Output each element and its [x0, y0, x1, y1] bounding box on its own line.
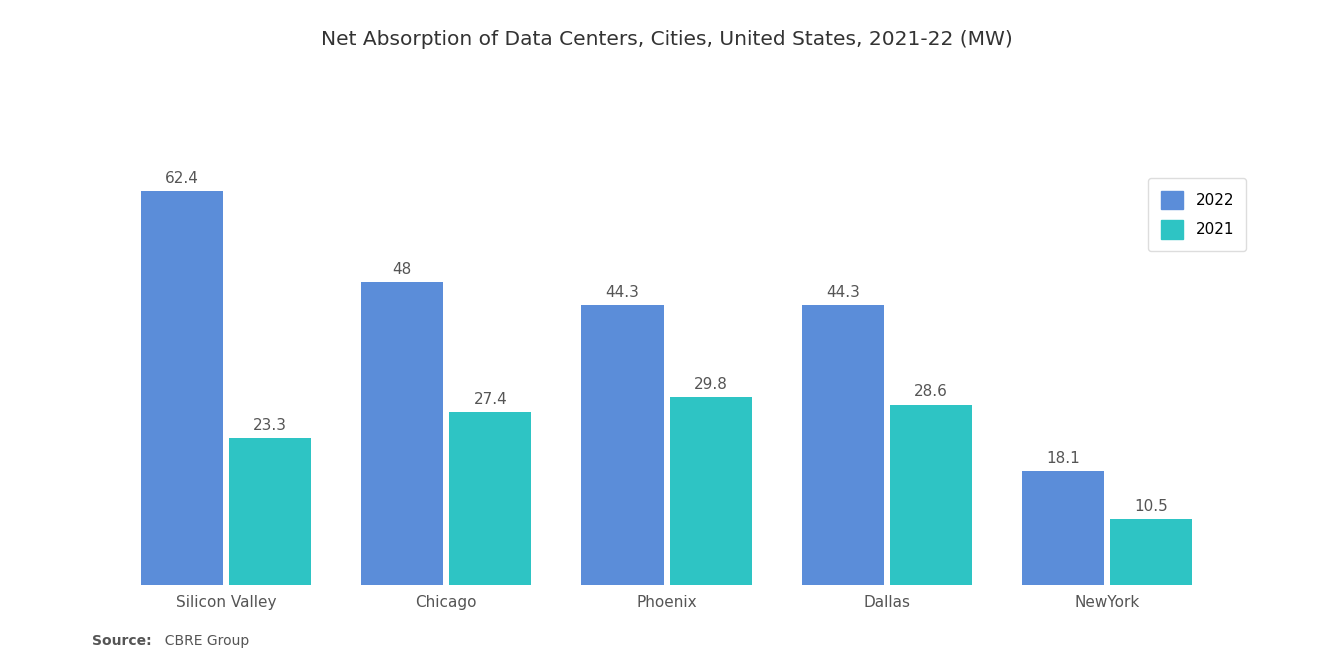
Bar: [449, 412, 532, 585]
Bar: [1110, 519, 1192, 585]
Text: 18.1: 18.1: [1047, 451, 1080, 465]
Text: 44.3: 44.3: [606, 285, 639, 301]
Bar: [362, 282, 444, 585]
Text: 28.6: 28.6: [913, 384, 948, 400]
Bar: [890, 404, 972, 585]
Legend: 2022, 2021: 2022, 2021: [1148, 178, 1246, 251]
Text: 29.8: 29.8: [694, 377, 727, 392]
Text: 27.4: 27.4: [474, 392, 507, 407]
Text: CBRE Group: CBRE Group: [156, 634, 249, 648]
Text: 10.5: 10.5: [1134, 499, 1168, 514]
Bar: [669, 397, 752, 585]
Bar: [228, 438, 312, 585]
Title: Net Absorption of Data Centers, Cities, United States, 2021-22 (MW): Net Absorption of Data Centers, Cities, …: [321, 30, 1012, 49]
Text: 62.4: 62.4: [165, 171, 199, 186]
Text: 23.3: 23.3: [253, 418, 288, 433]
Text: 48: 48: [392, 262, 412, 277]
Bar: [1022, 471, 1105, 585]
Bar: [141, 191, 223, 585]
Bar: [801, 305, 884, 585]
Text: Source:: Source:: [92, 634, 152, 648]
Bar: [581, 305, 664, 585]
Text: 44.3: 44.3: [826, 285, 859, 301]
